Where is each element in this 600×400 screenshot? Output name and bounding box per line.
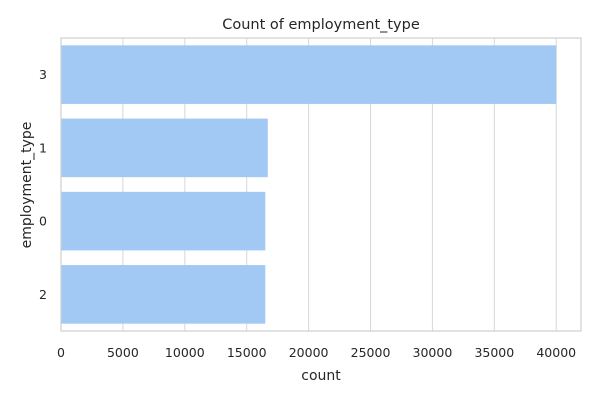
x-ticks: 0 5000 10000 15000 20000 25000 30000 35000 40000 <box>57 345 576 360</box>
y-tick-label: 2 <box>39 287 47 302</box>
bars <box>61 45 557 324</box>
y-tick-label: 0 <box>39 214 47 229</box>
x-tick-label: 25000 <box>351 345 391 360</box>
x-axis-label: count <box>301 368 341 384</box>
y-ticks: 3 1 0 2 <box>39 67 47 302</box>
bar-1 <box>61 118 268 178</box>
x-tick-label: 5000 <box>107 345 139 360</box>
chart-title: Count of employment_type <box>222 17 420 33</box>
y-tick-label: 3 <box>39 67 47 82</box>
bar-0 <box>61 191 266 251</box>
plot-frame <box>60 37 582 332</box>
x-tick-label: 10000 <box>165 345 205 360</box>
bar-2 <box>61 265 266 324</box>
x-tick-label: 30000 <box>413 345 453 360</box>
x-tick-label: 20000 <box>289 345 329 360</box>
x-tick-label: 40000 <box>536 345 576 360</box>
y-tick-label: 1 <box>39 140 47 155</box>
x-tick-label: 35000 <box>474 345 514 360</box>
bar-3 <box>61 45 557 104</box>
y-axis-label: employment_type <box>19 122 35 249</box>
x-tick-label: 15000 <box>227 345 267 360</box>
x-tick-label: 0 <box>57 345 65 360</box>
